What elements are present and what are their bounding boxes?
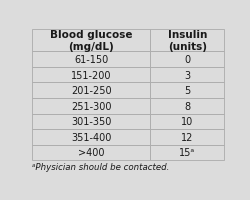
Text: 12: 12 bbox=[181, 132, 194, 142]
Bar bbox=[32, 114, 150, 129]
Text: Insulin
(units): Insulin (units) bbox=[168, 30, 207, 52]
Bar bbox=[150, 145, 224, 160]
Bar bbox=[32, 29, 150, 52]
Bar bbox=[32, 99, 150, 114]
Text: 201-250: 201-250 bbox=[71, 86, 112, 96]
Bar bbox=[32, 145, 150, 160]
Bar bbox=[32, 129, 150, 145]
Text: 351-400: 351-400 bbox=[71, 132, 112, 142]
Bar bbox=[150, 52, 224, 68]
Text: 251-300: 251-300 bbox=[71, 101, 112, 111]
Bar bbox=[150, 29, 224, 52]
Text: 8: 8 bbox=[184, 101, 190, 111]
Text: 61-150: 61-150 bbox=[74, 55, 108, 65]
Bar bbox=[150, 68, 224, 83]
Bar bbox=[150, 83, 224, 99]
Bar bbox=[32, 52, 150, 68]
Text: 301-350: 301-350 bbox=[71, 117, 112, 127]
Text: 151-200: 151-200 bbox=[71, 70, 112, 80]
Bar bbox=[150, 114, 224, 129]
Bar bbox=[32, 83, 150, 99]
Text: >400: >400 bbox=[78, 148, 104, 158]
Text: 3: 3 bbox=[184, 70, 190, 80]
Text: ᵃPhysician should be contacted.: ᵃPhysician should be contacted. bbox=[32, 162, 170, 171]
Text: Blood glucose
(mg/dL): Blood glucose (mg/dL) bbox=[50, 30, 132, 52]
Bar bbox=[150, 129, 224, 145]
Bar bbox=[32, 68, 150, 83]
Text: 0: 0 bbox=[184, 55, 190, 65]
Text: 10: 10 bbox=[181, 117, 193, 127]
Text: 5: 5 bbox=[184, 86, 190, 96]
Text: 15ᵃ: 15ᵃ bbox=[179, 148, 195, 158]
Bar bbox=[150, 99, 224, 114]
